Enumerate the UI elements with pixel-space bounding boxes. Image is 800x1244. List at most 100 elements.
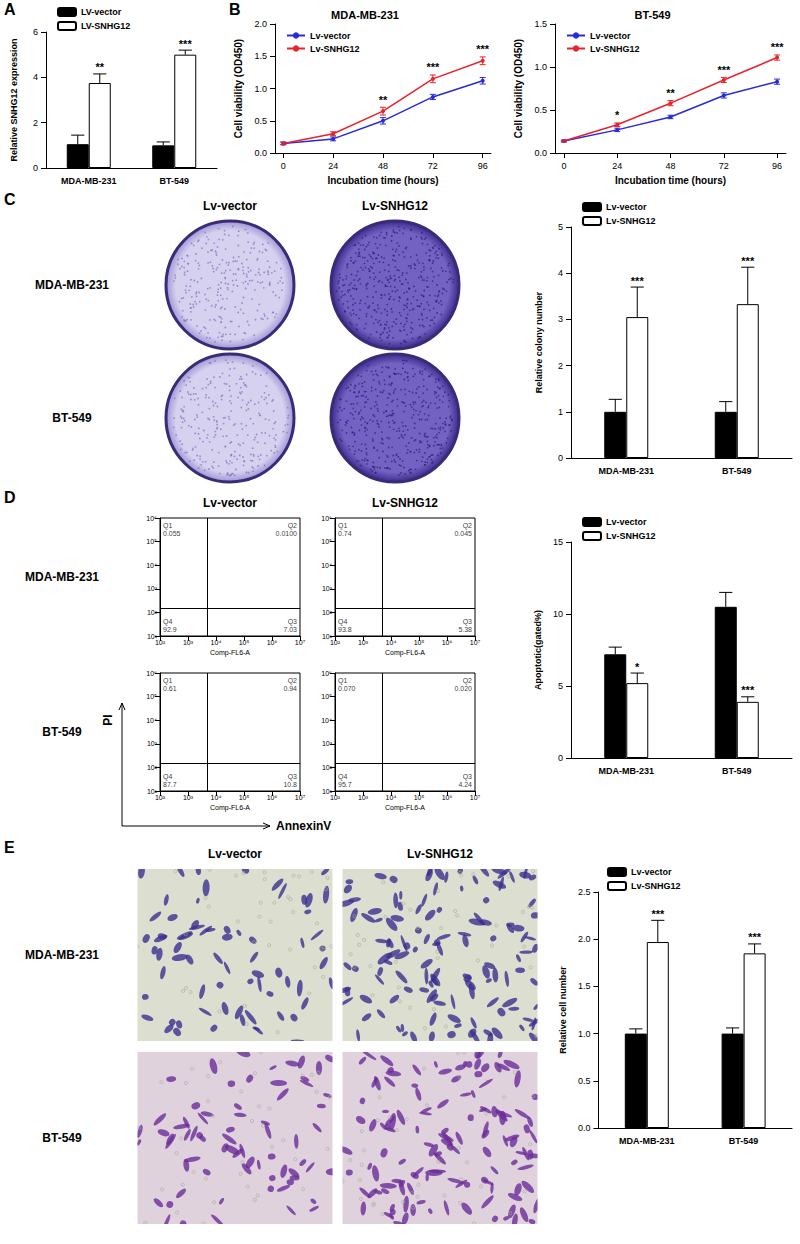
svg-text:5.38: 5.38 (458, 626, 472, 633)
svg-text:95.7: 95.7 (338, 781, 352, 788)
svg-text:Comp-FL6-A: Comp-FL6-A (385, 804, 425, 812)
svg-text:Q3: Q3 (288, 618, 297, 626)
svg-text:10²: 10² (155, 794, 166, 801)
svg-text:7.03: 7.03 (283, 626, 297, 633)
svg-text:10²: 10² (330, 639, 341, 646)
svg-text:48: 48 (665, 161, 675, 171)
svg-text:Q4: Q4 (338, 618, 347, 626)
svg-text:10³: 10³ (322, 740, 333, 747)
svg-text:*: * (635, 661, 640, 673)
svg-text:0.5: 0.5 (254, 116, 267, 126)
svg-text:0.0: 0.0 (254, 148, 267, 158)
svg-text:0: 0 (558, 753, 563, 763)
svg-text:10⁶: 10⁶ (267, 639, 278, 646)
svg-text:Q3: Q3 (288, 773, 297, 781)
svg-text:Apoptotic(gated%): Apoptotic(gated%) (533, 610, 543, 690)
svg-text:10⁴: 10⁴ (146, 562, 157, 569)
svg-text:10⁵: 10⁵ (321, 693, 332, 700)
svg-text:1.5: 1.5 (254, 51, 267, 61)
svg-text:Q2: Q2 (288, 677, 297, 685)
svg-text:10⁶: 10⁶ (442, 794, 453, 801)
svg-text:***: *** (651, 908, 665, 920)
svg-text:Q1: Q1 (163, 522, 172, 530)
svg-text:BT-549: BT-549 (159, 176, 189, 186)
svg-text:BT-549: BT-549 (722, 466, 752, 476)
svg-text:10²: 10² (155, 639, 166, 646)
svg-text:4.24: 4.24 (458, 781, 472, 788)
svg-text:Lv-vector: Lv-vector (606, 517, 647, 527)
svg-text:2.5: 2.5 (578, 887, 591, 897)
svg-text:MDA-MB-231: MDA-MB-231 (619, 1136, 675, 1146)
svg-text:10⁴: 10⁴ (211, 639, 222, 646)
svg-text:1.0: 1.0 (534, 62, 547, 72)
svg-text:Q4: Q4 (163, 618, 172, 626)
svg-text:Q2: Q2 (463, 677, 472, 685)
svg-text:Lv-vector: Lv-vector (310, 31, 351, 41)
svg-text:Lv-SNHG12: Lv-SNHG12 (606, 216, 656, 226)
svg-text:0.045: 0.045 (454, 530, 472, 537)
svg-text:0: 0 (558, 453, 563, 463)
svg-text:93.8: 93.8 (338, 626, 352, 633)
svg-text:10⁶: 10⁶ (146, 670, 157, 677)
svg-text:Lv-vector: Lv-vector (606, 202, 647, 212)
svg-text:Q1: Q1 (338, 677, 347, 685)
svg-text:PI: PI (101, 714, 115, 725)
svg-text:10⁵: 10⁵ (239, 639, 250, 646)
svg-text:1.0: 1.0 (254, 84, 267, 94)
svg-text:Q2: Q2 (463, 522, 472, 530)
svg-text:Relative colony number: Relative colony number (534, 291, 544, 393)
svg-text:Lv-SNHG12: Lv-SNHG12 (631, 881, 681, 891)
svg-text:24: 24 (328, 161, 338, 171)
svg-text:10⁵: 10⁵ (414, 639, 425, 646)
svg-text:10³: 10³ (183, 639, 194, 646)
svg-text:2.0: 2.0 (254, 19, 267, 29)
svg-text:10³: 10³ (358, 794, 369, 801)
svg-text:1.0: 1.0 (578, 1029, 591, 1039)
svg-text:0: 0 (281, 161, 286, 171)
svg-text:Lv-vector: Lv-vector (631, 867, 672, 877)
svg-text:BT-549: BT-549 (722, 766, 752, 776)
svg-text:10⁷: 10⁷ (470, 639, 481, 646)
svg-text:10⁶: 10⁶ (267, 794, 278, 801)
svg-text:LV-SNHG12: LV-SNHG12 (81, 21, 130, 31)
svg-text:2: 2 (33, 118, 38, 128)
svg-text:Q3: Q3 (463, 618, 472, 626)
svg-text:10⁵: 10⁵ (321, 538, 332, 545)
svg-text:0.055: 0.055 (163, 530, 181, 537)
svg-text:0.0: 0.0 (534, 148, 547, 158)
svg-text:Incubation time (hours): Incubation time (hours) (615, 175, 726, 186)
svg-text:0.5: 0.5 (578, 1076, 591, 1086)
svg-text:Cell viability (OD450): Cell viability (OD450) (233, 39, 244, 138)
svg-text:Q4: Q4 (338, 773, 347, 781)
svg-text:**: ** (95, 61, 104, 73)
svg-text:Q3: Q3 (463, 773, 472, 781)
svg-text:Lv-vector: Lv-vector (590, 31, 631, 41)
svg-text:MDA-MB-231: MDA-MB-231 (598, 466, 654, 476)
svg-text:***: *** (741, 684, 755, 696)
svg-text:***: *** (717, 64, 731, 76)
svg-text:BT-549: BT-549 (634, 9, 670, 21)
svg-text:1: 1 (558, 407, 563, 417)
svg-text:15: 15 (553, 537, 563, 547)
svg-text:0: 0 (561, 161, 566, 171)
svg-text:96: 96 (478, 161, 488, 171)
svg-text:10⁴: 10⁴ (321, 717, 332, 724)
svg-text:***: *** (631, 275, 645, 287)
svg-text:10⁵: 10⁵ (146, 693, 157, 700)
svg-text:48: 48 (378, 161, 388, 171)
svg-text:0: 0 (33, 163, 38, 173)
svg-text:10⁴: 10⁴ (211, 794, 222, 801)
svg-text:**: ** (666, 87, 675, 99)
svg-text:10⁶: 10⁶ (321, 670, 332, 677)
svg-text:10³: 10³ (147, 585, 158, 592)
svg-text:10⁷: 10⁷ (295, 794, 306, 801)
svg-text:10⁴: 10⁴ (146, 717, 157, 724)
svg-text:10.8: 10.8 (283, 781, 297, 788)
svg-text:2: 2 (558, 361, 563, 371)
svg-text:LV-vector: LV-vector (81, 7, 122, 17)
svg-text:10⁵: 10⁵ (146, 538, 157, 545)
svg-text:10⁴: 10⁴ (321, 562, 332, 569)
svg-text:0.5: 0.5 (534, 105, 547, 115)
svg-text:Q1: Q1 (163, 677, 172, 685)
svg-text:MDA-MB-231: MDA-MB-231 (61, 176, 117, 186)
